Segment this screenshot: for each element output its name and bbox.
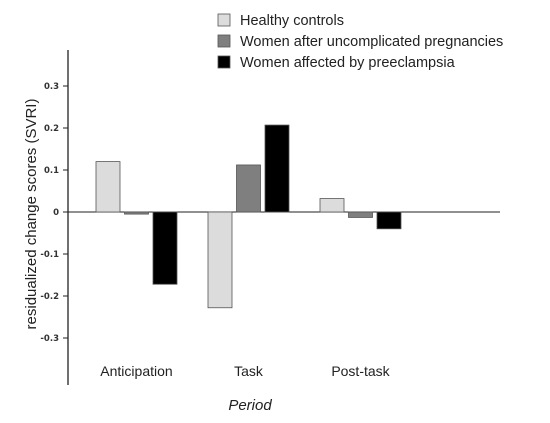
bar [152,211,178,285]
y-tick-label: 0.1 [44,166,59,176]
bar [207,211,233,309]
plot-area: 0.3 0.2 0.1 0 -0.1 -0.2 -0.3 Anticipation Task Po… [40,50,500,385]
legend-label: Women after uncomplicated pregnancies [240,34,503,50]
legend-label: Healthy controls [240,13,344,29]
bar [236,164,261,213]
y-tick-label: -0.2 [40,292,59,302]
x-tick-label: Post-task [331,363,390,379]
x-tick-label: Anticipation [100,363,172,379]
y-tick-label: -0.3 [40,334,59,344]
legend: Healthy controls Women after uncomplicate… [217,13,503,71]
legend-swatch [217,55,231,69]
bar [376,211,402,230]
x-tick-label: Task [234,363,264,379]
y-axis-title: residualized change scores (SVRI) [23,99,40,330]
bar [95,161,121,213]
bar [124,211,149,215]
y-tick-label: 0.2 [44,124,59,134]
legend-swatch [217,34,231,48]
y-tick-label: 0.3 [44,82,59,92]
y-tick-label: 0 [53,208,59,218]
y-tick-label: -0.1 [40,250,59,260]
x-axis-title: Period [228,397,272,414]
bar [348,211,373,218]
legend-swatch [217,13,231,27]
legend-label: Women affected by preeclampsia [240,55,456,71]
bar [264,124,290,213]
bar [319,198,345,213]
